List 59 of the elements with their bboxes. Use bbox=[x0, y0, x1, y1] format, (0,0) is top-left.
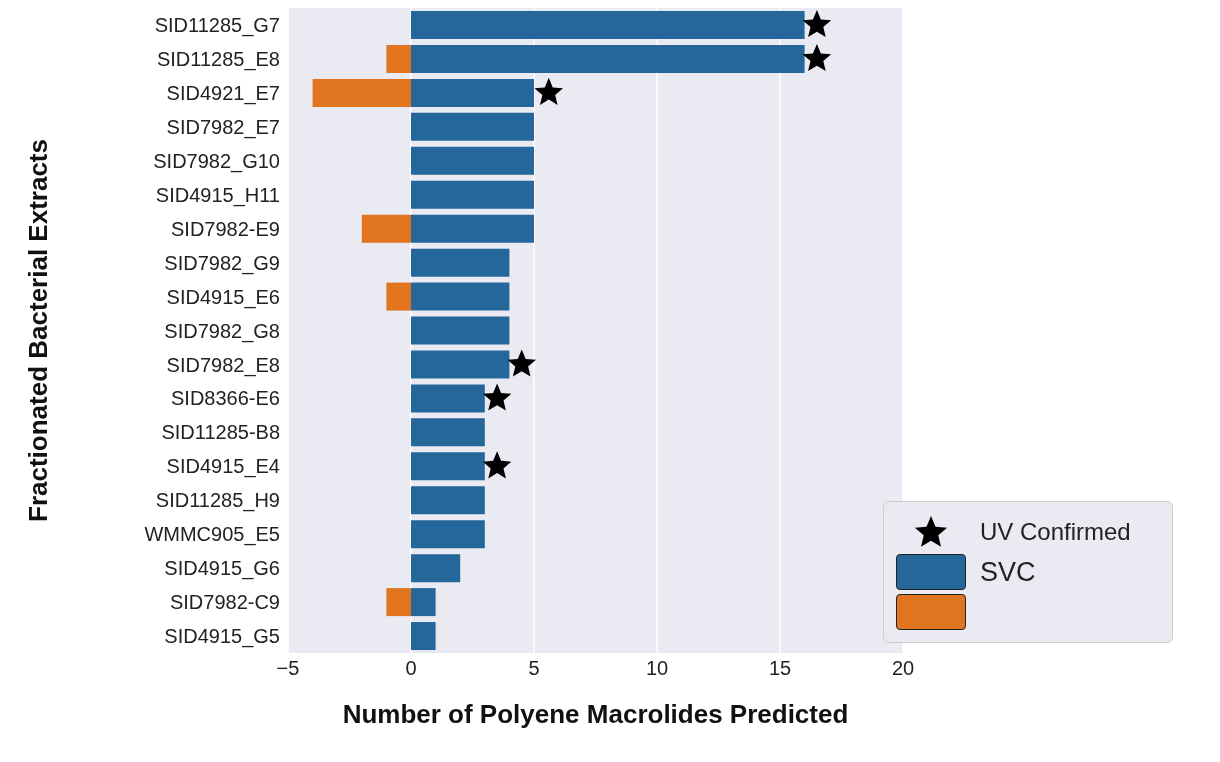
y-tick-label: SID7982_E7 bbox=[166, 115, 280, 139]
y-tick-label: SID4915_G6 bbox=[164, 557, 280, 581]
bar bbox=[411, 11, 805, 39]
point bbox=[802, 43, 832, 72]
y-tick-label: SID4915_E6 bbox=[166, 285, 280, 309]
legend-label: SVC bbox=[980, 556, 1036, 588]
bar bbox=[411, 520, 485, 549]
bar bbox=[386, 44, 411, 73]
y-tick-label: SID4921_E7 bbox=[166, 81, 280, 105]
x-axis-title: Number of Polyene Macrolides Predicted bbox=[342, 699, 849, 729]
y-tick-label: SID11285_E8 bbox=[156, 48, 280, 72]
bar bbox=[411, 78, 534, 107]
bar bbox=[411, 214, 534, 243]
point bbox=[482, 383, 512, 411]
y-tick-label: WMMC905_E5 bbox=[144, 523, 280, 547]
y-tick-label: SID7982-C9 bbox=[169, 591, 280, 614]
bar bbox=[411, 44, 805, 73]
y-tick-label: SID7982_G9 bbox=[164, 251, 280, 275]
bar bbox=[411, 316, 510, 345]
bar bbox=[411, 554, 461, 583]
bar bbox=[386, 282, 411, 311]
x-tick-label: 0 bbox=[405, 657, 417, 680]
y-tick-label: SID4915_E4 bbox=[166, 455, 280, 479]
y-tick-label: SID11285_G7 bbox=[154, 14, 280, 38]
bar bbox=[411, 452, 485, 481]
point bbox=[534, 77, 564, 105]
bar bbox=[411, 384, 485, 413]
bar bbox=[411, 180, 534, 209]
bar bbox=[386, 588, 411, 617]
y-tick-label: SID8366-E6 bbox=[171, 387, 280, 410]
y-axis-title: Fractionated Bacterial Extracts bbox=[23, 139, 54, 522]
x-tick-label: 15 bbox=[768, 657, 792, 680]
y-tick-label: SID7982_G10 bbox=[153, 149, 280, 173]
y-tick-label: SID7982-E9 bbox=[171, 217, 280, 240]
bar bbox=[361, 214, 411, 243]
legend-label: UV Confirmed bbox=[980, 518, 1131, 546]
point bbox=[482, 451, 512, 479]
bar bbox=[411, 146, 534, 175]
bar bbox=[411, 622, 436, 651]
bar bbox=[411, 588, 436, 617]
point bbox=[507, 349, 536, 377]
y-tick-label: SID7982_E8 bbox=[166, 353, 280, 377]
bar bbox=[411, 350, 510, 379]
y-tick-label: SID4915_G5 bbox=[164, 625, 280, 649]
y-tick-label: SID4915_H11 bbox=[155, 183, 280, 207]
bar bbox=[411, 112, 534, 141]
point bbox=[802, 9, 832, 38]
x-tick-label: −5 bbox=[276, 657, 300, 680]
bar bbox=[411, 248, 510, 277]
bar bbox=[312, 78, 411, 107]
x-tick-label: 5 bbox=[528, 657, 540, 680]
x-tick-label: 10 bbox=[645, 657, 669, 680]
y-tick-label: SID7982_G8 bbox=[164, 319, 280, 343]
y-tick-label: SID11285-B8 bbox=[161, 421, 280, 444]
bar bbox=[411, 486, 485, 515]
bar bbox=[411, 282, 510, 311]
x-tick-label: 20 bbox=[891, 657, 915, 680]
y-tick-label: SID11285_H9 bbox=[155, 489, 280, 513]
bar bbox=[411, 418, 485, 447]
